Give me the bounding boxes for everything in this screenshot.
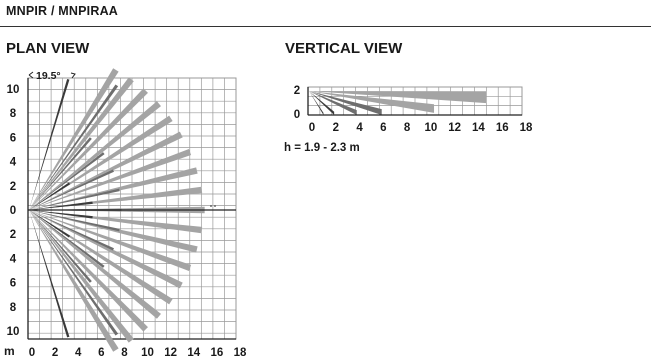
plan-y-tick-label: 6 <box>10 278 16 290</box>
plan-beam <box>29 210 105 268</box>
plan-beam <box>29 210 198 253</box>
plan-beam <box>29 210 93 219</box>
vertical-x-tick-label: 6 <box>380 122 386 134</box>
vertical-beam <box>309 91 335 115</box>
page-title: MNPIR / MNPIRAA <box>6 4 119 18</box>
vertical-x-tick-label: 0 <box>309 122 315 134</box>
plan-beam <box>29 201 93 210</box>
plan-x-tick-label: 2 <box>52 347 58 359</box>
angle-arrow-left-icon <box>28 71 34 79</box>
plan-beam <box>29 101 161 210</box>
plan-beam <box>29 210 161 319</box>
plan-x-tick-label: 16 <box>210 347 223 359</box>
vertical-beam <box>309 91 487 104</box>
header-divider <box>0 26 651 27</box>
plan-beam <box>29 137 92 210</box>
plan-y-tick-label: 8 <box>10 302 17 314</box>
plan-y-tick-label: 0 <box>10 205 16 217</box>
vertical-x-tick-label: 16 <box>496 122 509 134</box>
vertical-x-tick-label: 12 <box>448 122 461 134</box>
plan-beam <box>29 78 70 211</box>
vertical-x-tick-label: 18 <box>520 122 533 134</box>
plan-x-tick-label: 12 <box>164 347 177 359</box>
plan-x-tick-label: 14 <box>187 347 200 359</box>
plan-x-tick-label: 8 <box>121 347 128 359</box>
unit-label: m <box>4 344 15 358</box>
plan-x-ticks: 0 2 4 6 8 10 12 14 16 18 <box>29 347 247 359</box>
plan-x-tick-label: 4 <box>75 347 82 359</box>
plan-beam <box>29 210 148 332</box>
plan-view-title: PLAN VIEW <box>6 40 90 57</box>
plan-x-tick-label: 10 <box>141 347 154 359</box>
plan-beam <box>29 84 119 210</box>
plan-axes <box>28 205 236 211</box>
plan-y-tick-label: 10 <box>7 326 20 338</box>
vertical-x-tick-label: 8 <box>404 122 411 134</box>
plan-y-tick-label: 10 <box>7 84 20 96</box>
vertical-beam <box>309 91 382 115</box>
plan-beam <box>29 210 203 234</box>
plan-beam <box>29 210 120 232</box>
height-note: h = 1.9 - 2.3 m <box>284 142 360 154</box>
plan-beams <box>29 68 205 352</box>
vertical-x-ticks: 0 2 4 6 8 10 12 14 16 18 <box>309 122 533 134</box>
angle-annotation: 19.5° <box>28 70 76 82</box>
plan-beam <box>29 182 71 210</box>
vertical-beam <box>309 91 357 115</box>
plan-beam <box>29 186 203 210</box>
plan-beam <box>29 210 115 251</box>
plan-y-tick-label: 2 <box>10 229 16 241</box>
plan-beam <box>29 210 71 238</box>
vertical-x-tick-label: 10 <box>424 122 437 134</box>
plan-beam <box>29 210 92 283</box>
angle-label: 19.5° <box>36 70 61 82</box>
plan-beam <box>29 88 148 210</box>
vertical-y-ticks: 20 <box>294 85 300 121</box>
plan-y-ticks: 10 8 6 4 2 0 2 4 6 8 10 <box>7 84 20 338</box>
plan-beam <box>29 148 192 210</box>
plan-beam <box>29 188 120 210</box>
plan-beam <box>29 210 183 289</box>
plan-x-tick-label: 18 <box>234 347 247 359</box>
vertical-y-tick-label: 2 <box>294 85 300 97</box>
plan-beam <box>29 210 119 336</box>
plan-beam <box>29 210 70 338</box>
plan-beam <box>29 210 119 352</box>
plan-x-tick-label: 0 <box>29 347 35 359</box>
plan-y-tick-label: 8 <box>10 108 17 120</box>
vertical-x-tick-label: 2 <box>333 122 339 134</box>
plan-y-tick-label: 4 <box>10 253 17 265</box>
plan-beam <box>29 152 105 210</box>
plan-beam <box>29 169 115 210</box>
plan-y-tick-label: 4 <box>10 157 17 169</box>
plan-beam <box>29 167 198 210</box>
vertical-beam <box>309 91 324 115</box>
vertical-beam <box>309 91 435 113</box>
plan-beam <box>29 131 183 210</box>
plan-x-tick-label: 6 <box>98 347 104 359</box>
vertical-view-title: VERTICAL VIEW <box>285 40 403 57</box>
plan-beam <box>29 77 134 211</box>
plan-y-tick-label: 2 <box>10 181 16 193</box>
vertical-x-tick-label: 4 <box>356 122 363 134</box>
vertical-y-tick-label: 0 <box>294 109 300 121</box>
plan-beam <box>29 210 192 272</box>
vertical-beams <box>309 91 487 115</box>
plan-beam <box>29 210 134 343</box>
plan-y-tick-label: 6 <box>10 132 16 144</box>
angle-arrow-right-icon <box>70 72 76 79</box>
vertical-x-tick-label: 14 <box>472 122 485 134</box>
plan-beam <box>29 68 119 210</box>
